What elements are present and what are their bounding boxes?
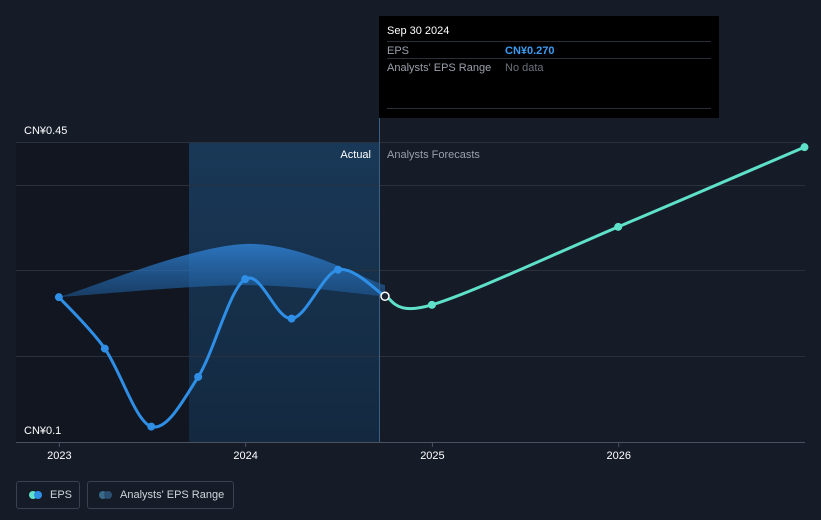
- analysts-eps-range-band: [58, 243, 385, 298]
- x-tick-label: 2025: [420, 450, 444, 462]
- eps-point[interactable]: [241, 275, 250, 284]
- eps-point[interactable]: [380, 291, 390, 302]
- actual-label: Actual: [340, 149, 371, 161]
- forecast-point[interactable]: [427, 300, 436, 309]
- range-swatch-icon: [99, 491, 113, 499]
- tooltip-eps-row: EPS CN¥0.270: [387, 41, 711, 59]
- tooltip-range-label: Analysts' EPS Range: [387, 62, 492, 74]
- eps-point[interactable]: [147, 422, 156, 431]
- legend-analysts-range[interactable]: Analysts' EPS Range: [87, 481, 234, 509]
- eps-swatch-icon: [29, 491, 43, 499]
- eps-line: [57, 268, 387, 429]
- eps-point[interactable]: [194, 372, 203, 381]
- forecast-label: Analysts Forecasts: [387, 149, 480, 161]
- eps-point[interactable]: [287, 314, 296, 323]
- tooltip-eps-label: EPS: [387, 45, 410, 57]
- eps-point[interactable]: [100, 344, 109, 353]
- tooltip-date: Sep 30 2024: [387, 25, 450, 37]
- tooltip-eps-value: CN¥0.270: [505, 45, 555, 57]
- forecast-point[interactable]: [800, 143, 809, 152]
- tooltip-range-value: No data: [505, 62, 544, 74]
- y-top-label: CN¥0.45: [24, 125, 67, 137]
- y-bottom-label: CN¥0.1: [24, 425, 61, 437]
- x-tick-label: 2026: [606, 450, 630, 462]
- tooltip: Sep 30 2024 EPS CN¥0.270 Analysts' EPS R…: [379, 16, 719, 118]
- tooltip-range-row: Analysts' EPS Range No data: [387, 58, 711, 76]
- x-tick-label: 2023: [47, 450, 71, 462]
- forecast-point[interactable]: [614, 222, 623, 231]
- legend-eps-label: EPS: [50, 489, 73, 501]
- eps-forecast-line: [383, 145, 806, 311]
- legend-range-label: Analysts' EPS Range: [120, 489, 225, 501]
- tooltip-divider: [387, 108, 711, 109]
- legend-eps[interactable]: EPS: [16, 481, 80, 509]
- x-tick-label: 2024: [233, 450, 257, 462]
- eps-point[interactable]: [54, 293, 63, 302]
- eps-point[interactable]: [334, 265, 343, 274]
